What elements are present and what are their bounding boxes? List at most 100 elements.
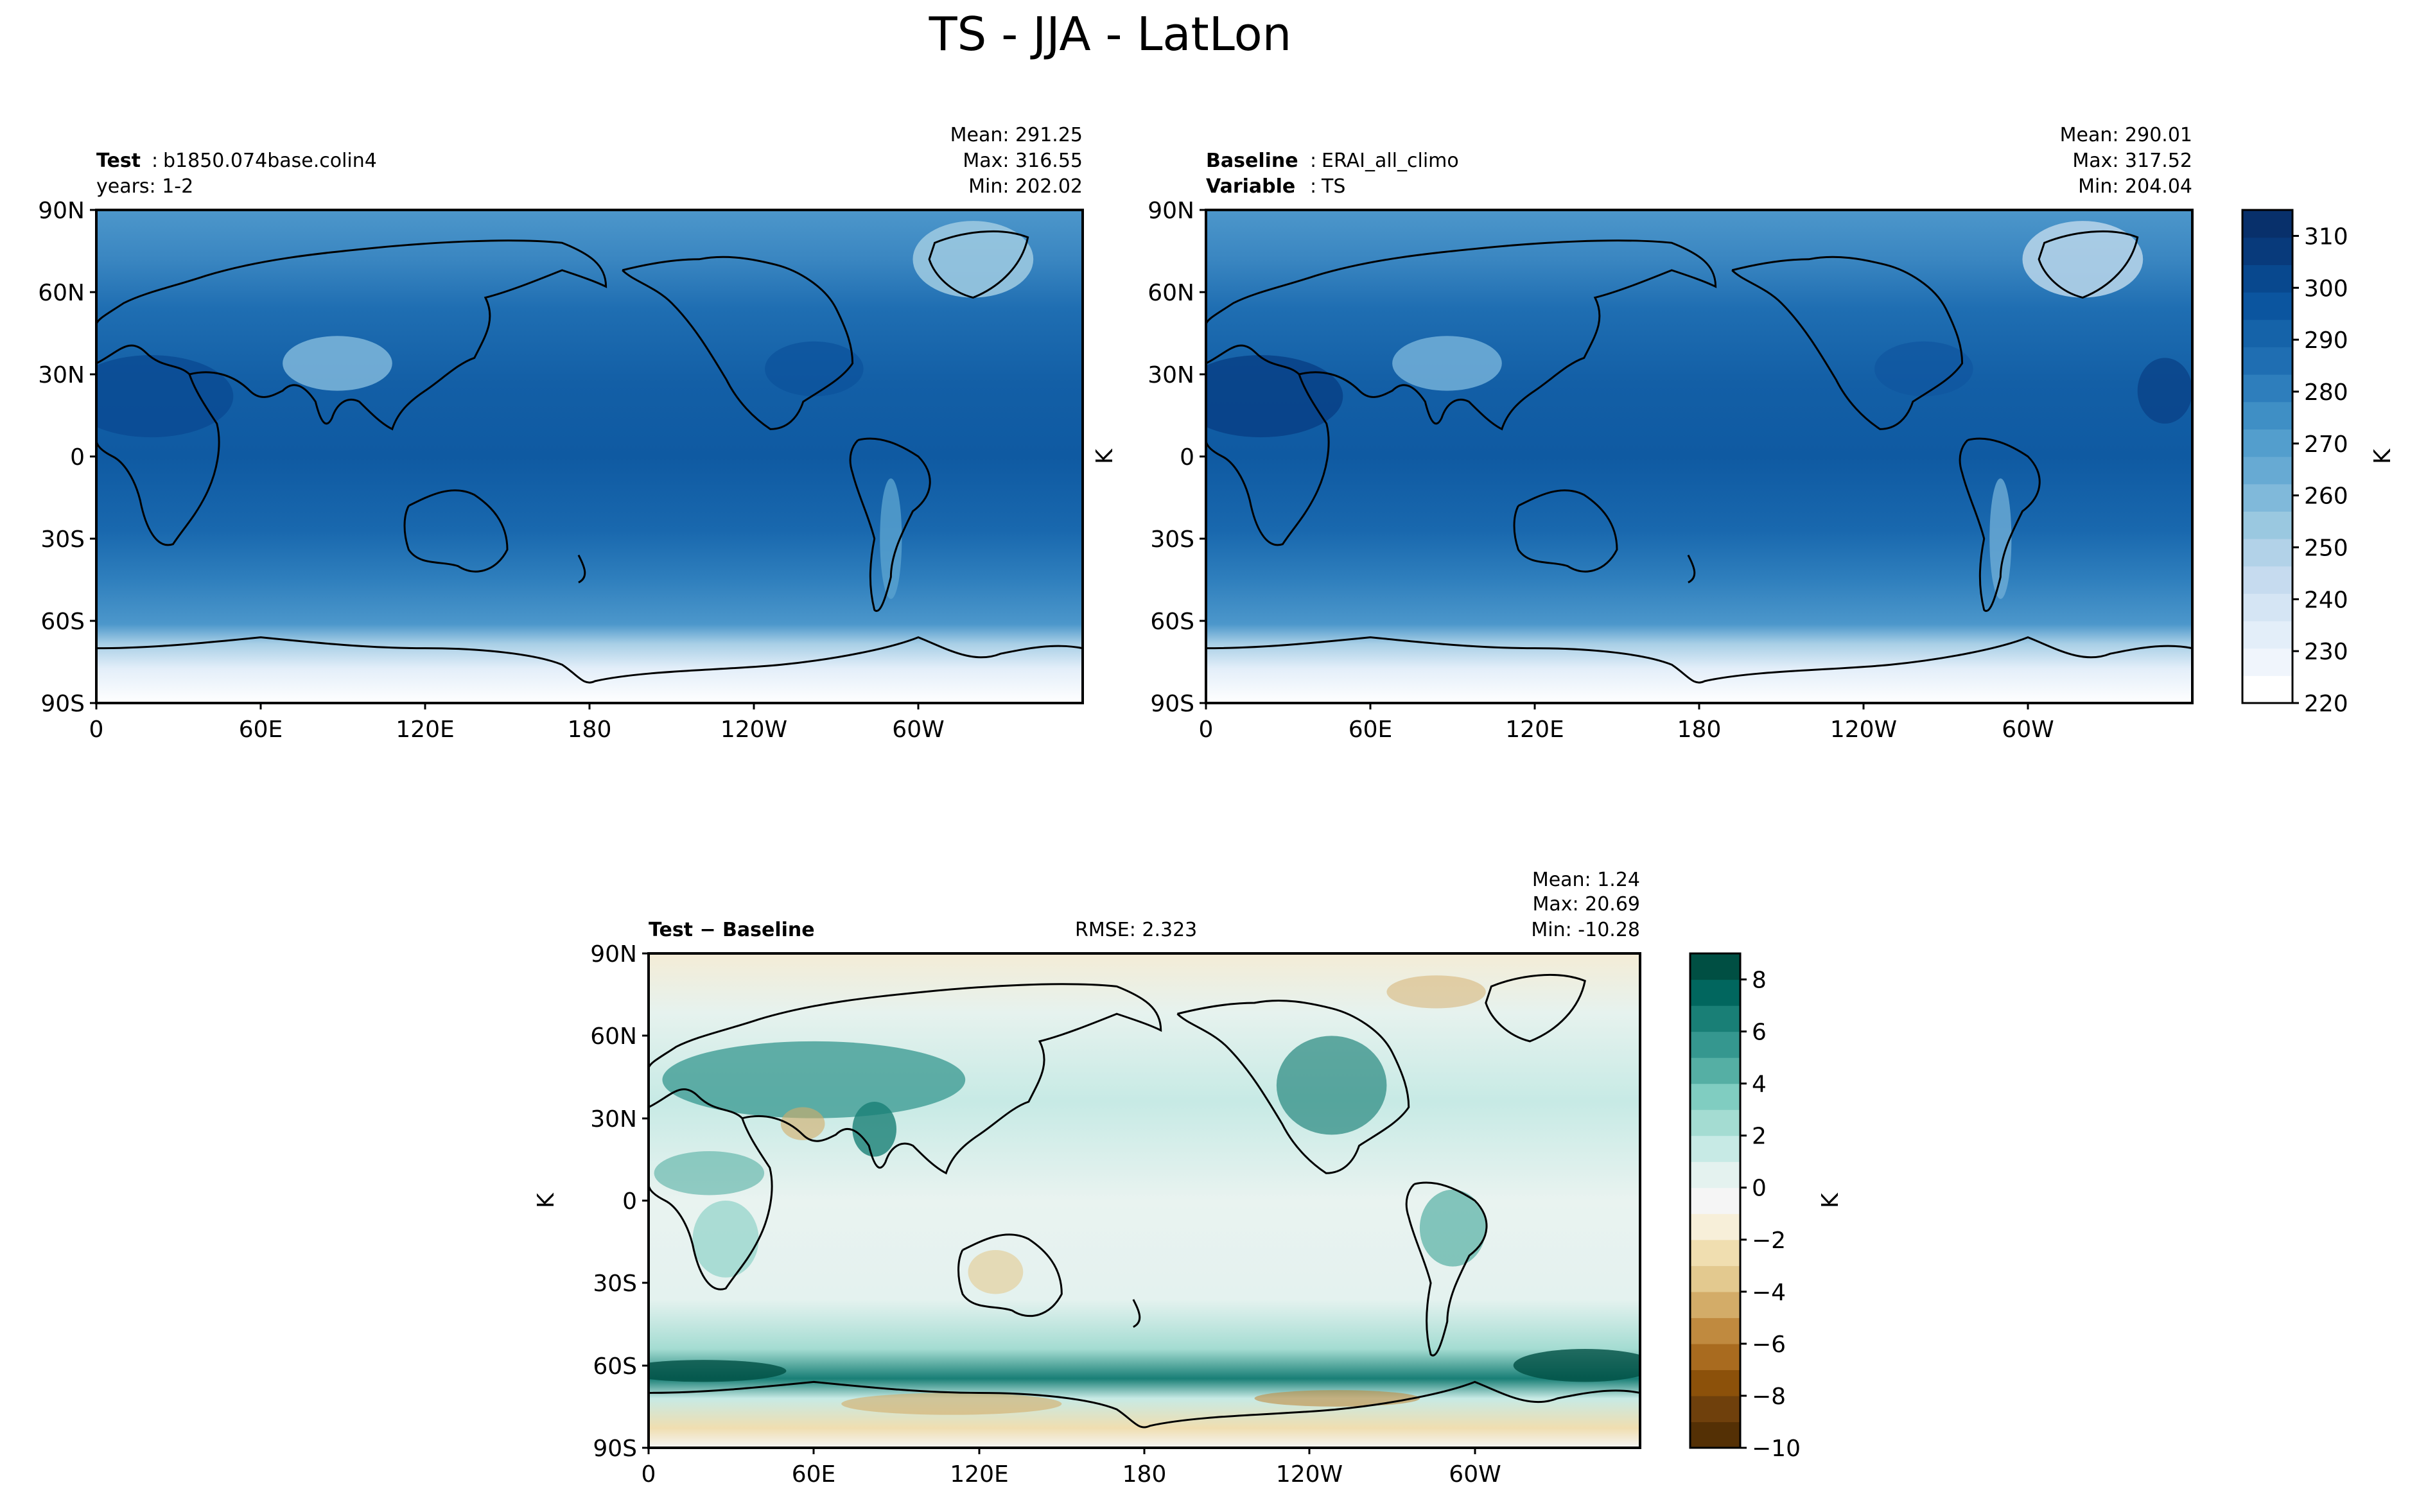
diff-colorbar: 8 6 4 2 0 −2 −4 −6 −8 −10 K xyxy=(1689,952,1844,1462)
diff-colorbar-band xyxy=(1690,1369,1740,1396)
test-land-features xyxy=(96,221,1034,599)
diff-colorbar-ticks: 8 6 4 2 0 −2 −4 −6 −8 −10 xyxy=(1740,968,1801,1462)
baseline-coast-south-america xyxy=(1959,437,2041,613)
top-colorbar-band xyxy=(2242,210,2292,238)
top-colorbar-band xyxy=(2242,374,2292,403)
test-andes-cold xyxy=(880,478,902,599)
top-colorbar-band xyxy=(2242,347,2292,375)
diff-colorbar-tick-label: −4 xyxy=(1752,1280,1786,1306)
baseline-label-bold: Baseline xyxy=(1206,150,1298,172)
top-colorbar-tick-label: 290 xyxy=(2304,327,2348,354)
diff-colorbar-band xyxy=(1690,1421,1740,1448)
diff-coast-north-america xyxy=(1176,1000,1410,1174)
diff-colorbar-band xyxy=(1690,1135,1740,1162)
baseline-xtick-label-3: 180 xyxy=(1677,717,1722,743)
baseline-sahara-warm xyxy=(1206,355,1343,438)
baseline-coast-antarctica xyxy=(1206,636,2192,684)
top-colorbar-tick-label: 250 xyxy=(2304,535,2348,561)
diff-middle-east-cold xyxy=(780,1107,825,1140)
test-coast-north-america xyxy=(622,256,854,430)
diff-ytick-label-6: 90S xyxy=(593,1436,637,1462)
test-us-warm xyxy=(765,341,864,397)
top-colorbar-band xyxy=(2242,265,2292,293)
top-colorbar-band xyxy=(2242,593,2292,621)
top-colorbar-band xyxy=(2242,319,2292,347)
test-ytick-label-0: 90N xyxy=(38,198,85,224)
diff-ytick-label-4: 30S xyxy=(593,1271,637,1297)
diff-xtick-label-2: 120E xyxy=(950,1461,1008,1488)
baseline-ytick-label-5: 60S xyxy=(1150,609,1194,635)
diff-label: Test − Baseline xyxy=(649,919,815,941)
test-coast-newzealand xyxy=(577,554,586,584)
diff-colorbar-tick-label: 8 xyxy=(1752,968,1767,994)
test-ytick-label-4: 30S xyxy=(40,526,85,553)
baseline-ytick-label-6: 90S xyxy=(1150,691,1194,717)
diff-mean: Mean: 1.24 xyxy=(1532,869,1640,891)
baseline-tibet-cold xyxy=(1392,336,1502,391)
top-colorbar-band xyxy=(2242,292,2292,320)
top-colorbar-tick-label: 280 xyxy=(2304,379,2348,406)
test-ytick-label-1: 60N xyxy=(38,280,85,306)
diff-coast-asia xyxy=(649,983,1162,1175)
test-ytick-label-5: 60S xyxy=(40,609,85,635)
diff-colorbar-tick-label: −10 xyxy=(1752,1436,1801,1462)
test-coast-australia xyxy=(403,489,509,573)
diff-rmse: RMSE: 2.323 xyxy=(1075,919,1197,941)
diff-southern-ocean-warm xyxy=(649,1360,787,1382)
diff-south-america-warm xyxy=(1419,1189,1486,1267)
test-xtick-label-2: 120E xyxy=(396,717,454,743)
diff-colorbar-band xyxy=(1690,1213,1740,1240)
top-colorbar-band xyxy=(2242,675,2292,704)
diff-coast-newzealand xyxy=(1132,1299,1141,1328)
diff-eurasia-warm xyxy=(662,1041,966,1118)
test-max: Max: 316.55 xyxy=(963,150,1083,172)
diff-map xyxy=(649,953,1640,1448)
baseline-max: Max: 317.52 xyxy=(2072,150,2192,172)
baseline-coast-australia xyxy=(1513,489,1618,573)
top-colorbar-band xyxy=(2242,511,2292,539)
top-colorbar-tick-label: 230 xyxy=(2304,639,2348,665)
top-colorbar-tick-label: 310 xyxy=(2304,223,2348,250)
baseline-ytick-label-1: 60N xyxy=(1148,280,1194,306)
diff-coast-greenland xyxy=(1485,973,1586,1043)
top-colorbar-frame xyxy=(2241,209,2294,704)
diff-colorbar-band xyxy=(1690,1317,1740,1344)
diff-ytick-label-0: 90N xyxy=(590,941,637,968)
diff-colorbar-tick-label: 0 xyxy=(1752,1176,1767,1202)
baseline-coast-north-america xyxy=(1731,256,1964,430)
test-years: years: 1-2 xyxy=(96,175,193,198)
test-coast-antarctica xyxy=(96,636,1083,684)
test-xtick-label-1: 60E xyxy=(239,717,283,743)
diff-antarctic-cold xyxy=(841,1393,1062,1415)
test-xtick-label-4: 120W xyxy=(720,717,787,743)
top-colorbar: 310 300 290 280 270 260 250 240 230 220 K xyxy=(2241,209,2396,717)
top-colorbar-band xyxy=(2242,539,2292,567)
diff-x-ticks: 0 60E 120E 180 120W 60W xyxy=(642,1448,1501,1488)
baseline-x-ticks: 0 60E 120E 180 120W 60W xyxy=(1199,703,2054,743)
diff-xtick-label-5: 60W xyxy=(1449,1461,1501,1488)
test-min: Min: 202.02 xyxy=(968,175,1083,198)
test-label-colon: : xyxy=(152,150,158,172)
diff-southern-ocean-warm-east xyxy=(1513,1349,1640,1382)
top-colorbar-band xyxy=(2242,456,2292,485)
diff-ylabel: K xyxy=(533,1192,559,1208)
diff-africa-warm xyxy=(692,1201,759,1278)
test-xtick-label-0: 0 xyxy=(89,717,104,743)
baseline-ytick-label-3: 0 xyxy=(1180,444,1194,471)
diff-colorbar-band xyxy=(1690,1343,1740,1371)
baseline-andes-cold xyxy=(1989,478,2012,599)
diff-colorbar-band xyxy=(1690,1031,1740,1058)
test-tibet-cold xyxy=(283,336,392,391)
diff-coast-antarctica xyxy=(649,1380,1640,1429)
top-colorbar-band xyxy=(2242,429,2292,457)
test-xtick-label-3: 180 xyxy=(568,717,612,743)
baseline-ytick-label-4: 30S xyxy=(1150,526,1194,553)
diff-ytick-label-5: 60S xyxy=(593,1353,637,1380)
test-xtick-label-5: 60W xyxy=(892,717,944,743)
test-coastlines xyxy=(96,230,1083,684)
diff-colorbar-band xyxy=(1690,1109,1740,1136)
diff-colorbar-band xyxy=(1690,1265,1740,1292)
diff-colorbar-band xyxy=(1690,1083,1740,1110)
baseline-label: Baseline : ERAI_all_climo Variable : TS xyxy=(1206,150,1459,198)
